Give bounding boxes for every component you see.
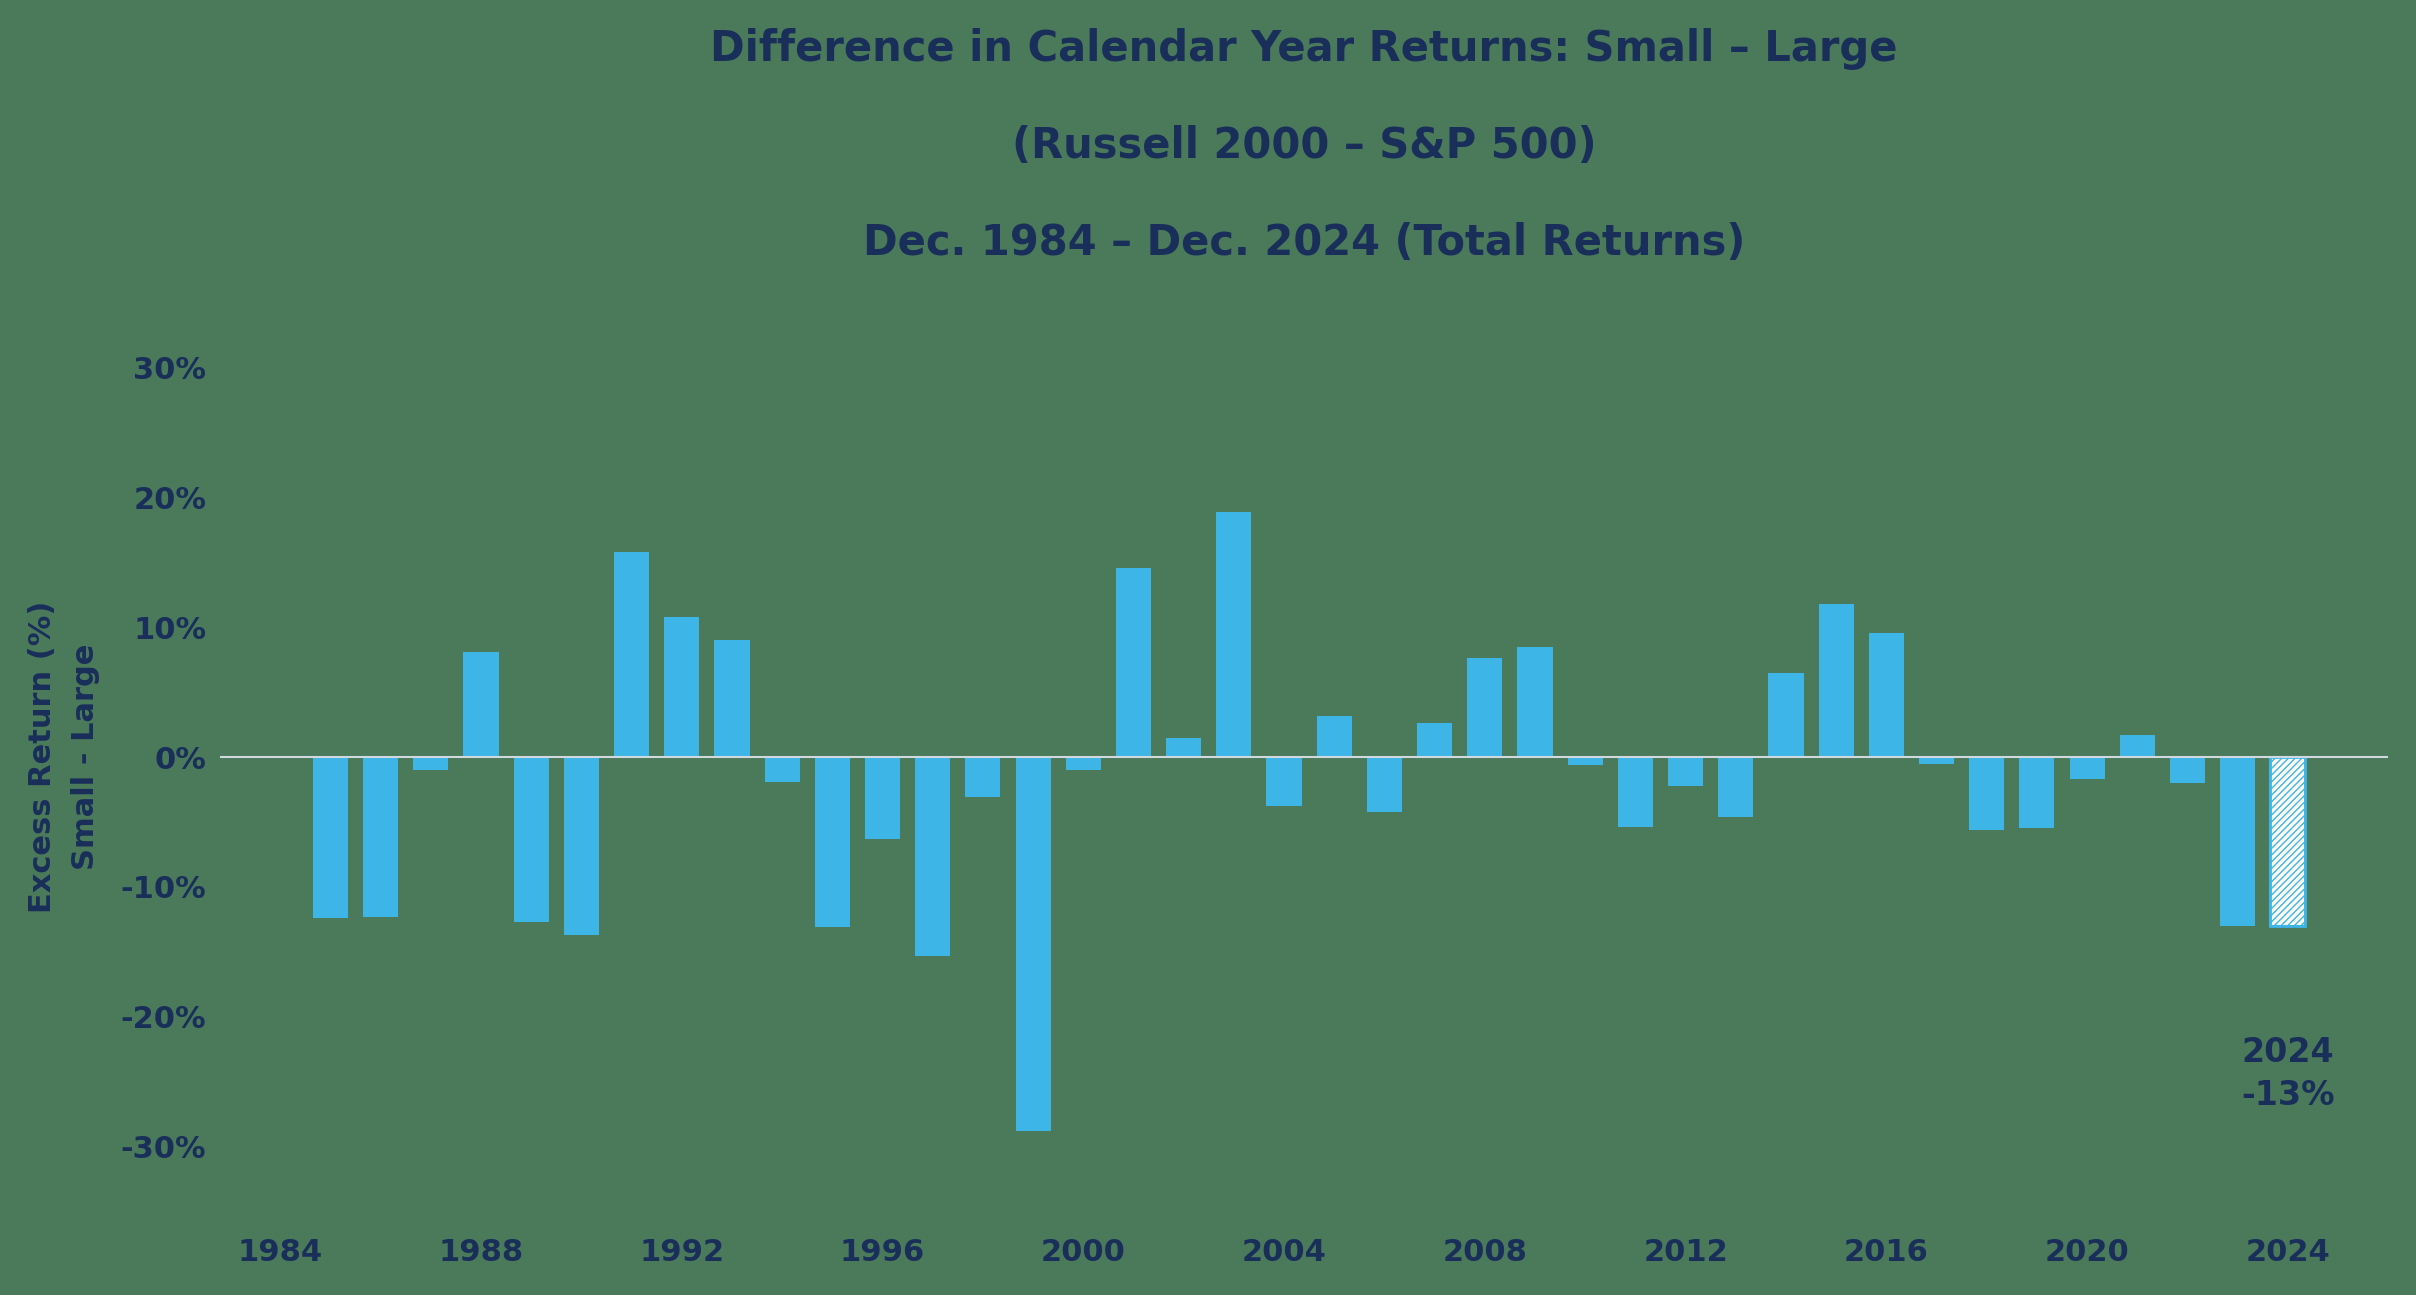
Bar bbox=[1918, 758, 1955, 764]
Bar bbox=[2119, 736, 2155, 758]
Bar bbox=[1266, 758, 1302, 807]
Bar bbox=[1215, 512, 1251, 758]
Bar bbox=[1167, 738, 1201, 758]
Bar bbox=[1718, 758, 1754, 817]
Bar bbox=[1367, 758, 1401, 812]
Bar bbox=[916, 758, 949, 956]
Bar bbox=[614, 552, 650, 758]
Bar bbox=[413, 758, 449, 771]
Bar bbox=[763, 758, 800, 782]
Bar bbox=[814, 758, 850, 927]
Bar bbox=[664, 616, 698, 758]
Bar bbox=[1065, 758, 1102, 771]
Bar bbox=[2071, 758, 2104, 780]
Bar bbox=[314, 758, 348, 918]
Bar bbox=[966, 758, 1000, 798]
Bar bbox=[1819, 603, 1853, 758]
Bar bbox=[2271, 758, 2305, 926]
Bar bbox=[1619, 758, 1653, 828]
Bar bbox=[1769, 673, 1802, 758]
Bar bbox=[2170, 758, 2206, 783]
Y-axis label: Excess Return (%)
Small - Large: Excess Return (%) Small - Large bbox=[27, 601, 99, 913]
Bar bbox=[362, 758, 399, 917]
Bar bbox=[1969, 758, 2005, 830]
Bar bbox=[2220, 758, 2254, 926]
Bar bbox=[1868, 632, 1904, 758]
Bar bbox=[563, 758, 599, 935]
Bar bbox=[865, 758, 901, 839]
Bar bbox=[1517, 646, 1553, 758]
Bar bbox=[1568, 758, 1602, 765]
Bar bbox=[515, 758, 548, 922]
Bar bbox=[2271, 758, 2305, 926]
Bar bbox=[715, 640, 749, 758]
Text: -13%: -13% bbox=[2242, 1079, 2334, 1112]
Bar bbox=[1667, 758, 1703, 786]
Bar bbox=[1015, 758, 1051, 1131]
Bar bbox=[1317, 716, 1353, 758]
Bar bbox=[1116, 567, 1150, 758]
Title: Difference in Calendar Year Returns: Small – Large

(Russell 2000 – S&P 500)

De: Difference in Calendar Year Returns: Sma… bbox=[710, 27, 1899, 264]
Text: 2024: 2024 bbox=[2242, 1036, 2334, 1070]
Bar bbox=[1467, 658, 1503, 758]
Bar bbox=[1418, 724, 1452, 758]
Bar bbox=[464, 651, 498, 758]
Bar bbox=[2020, 758, 2054, 829]
